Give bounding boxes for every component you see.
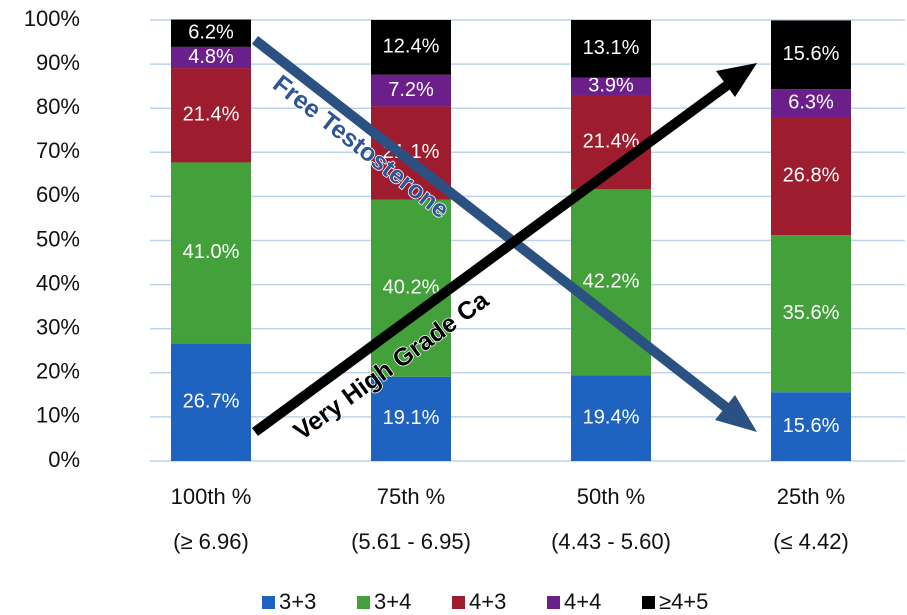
- data-label: 35.6%: [783, 302, 840, 324]
- y-tick-label: 0%: [48, 447, 80, 472]
- legend-label: 3+4: [374, 589, 411, 614]
- data-label: 6.2%: [188, 22, 234, 44]
- annotation-arrows: [251, 36, 757, 437]
- bar-segment: [771, 89, 851, 118]
- y-tick-label: 10%: [36, 403, 80, 428]
- data-label: 21.4%: [183, 104, 240, 126]
- x-tick-label: 25th % (≤ 4.42): [773, 484, 849, 554]
- bar-segment: [171, 68, 251, 163]
- legend: 3+3 3+4 4+3 4+4 ≥4+5: [262, 589, 708, 614]
- y-tick-label: 60%: [36, 182, 80, 207]
- data-label: 42.2%: [583, 271, 640, 293]
- bar-segment: [171, 343, 251, 461]
- data-label: 12.4%: [383, 36, 440, 58]
- y-tick-label: 100%: [24, 6, 80, 31]
- data-label: 15.6%: [783, 415, 840, 437]
- arrow-head: [716, 63, 757, 97]
- arrow-head: [715, 395, 757, 432]
- data-label: 15.6%: [783, 43, 840, 65]
- bars: 26.7%41.0%21.4%4.8%6.2%19.1%40.2%21.1%7.…: [171, 19, 851, 461]
- legend-label: 3+3: [279, 589, 316, 614]
- bar-segment: [371, 20, 451, 75]
- data-label: 19.1%: [383, 407, 440, 429]
- bar-segment: [771, 117, 851, 236]
- y-tick-label: 90%: [36, 50, 80, 75]
- legend-swatch: [452, 596, 465, 609]
- legend-swatch: [547, 596, 560, 609]
- y-tick-label: 40%: [36, 270, 80, 295]
- data-label: 13.1%: [583, 37, 640, 59]
- y-tick-label: 30%: [36, 315, 80, 340]
- bar-segment: [771, 235, 851, 393]
- grid: 0% 10% 20% 30% 40% 50% 60% 70% 80% 90% 100%: [24, 6, 905, 472]
- arrow-line: [252, 76, 736, 437]
- legend-swatch: [357, 596, 370, 609]
- data-label: 7.2%: [388, 79, 434, 101]
- data-label: 40.2%: [383, 276, 440, 298]
- y-tick-label: 80%: [36, 94, 80, 119]
- legend-label: 4+3: [469, 589, 506, 614]
- legend-label: 4+4: [564, 589, 601, 614]
- bar-segment: [171, 46, 251, 69]
- bar-segment: [371, 199, 451, 377]
- data-label: 4.8%: [188, 46, 234, 68]
- legend-swatch: [262, 596, 275, 609]
- data-label: 41.0%: [183, 241, 240, 263]
- data-label: 26.8%: [783, 164, 840, 186]
- y-tick-label: 70%: [36, 138, 80, 163]
- bar-segment: [771, 20, 851, 90]
- x-tick-label: 75th % (5.61 - 6.95): [351, 484, 471, 554]
- legend-swatch: [642, 596, 655, 609]
- legend-label: ≥4+5: [659, 589, 708, 614]
- data-label: 26.7%: [183, 390, 240, 412]
- bar-segment: [171, 162, 251, 344]
- bar-segment: [571, 20, 651, 78]
- data-label: 3.9%: [588, 75, 634, 97]
- data-label: 21.4%: [583, 130, 640, 152]
- x-tick-label: 50th % (4.43 - 5.60): [551, 484, 671, 554]
- data-label: 19.4%: [583, 407, 640, 429]
- arrow-line: [251, 36, 736, 416]
- bar-segment: [171, 19, 251, 47]
- bar-segment: [571, 77, 651, 95]
- data-label: 6.3%: [788, 91, 834, 113]
- bar-segment: [771, 392, 851, 461]
- y-tick-label: 50%: [36, 226, 80, 251]
- x-tick-label: 100th % (≥ 6.96): [170, 484, 252, 554]
- bar-segment: [371, 74, 451, 107]
- bar-segment: [371, 376, 451, 461]
- bar-segment: [571, 375, 651, 461]
- y-tick-label: 20%: [36, 359, 80, 384]
